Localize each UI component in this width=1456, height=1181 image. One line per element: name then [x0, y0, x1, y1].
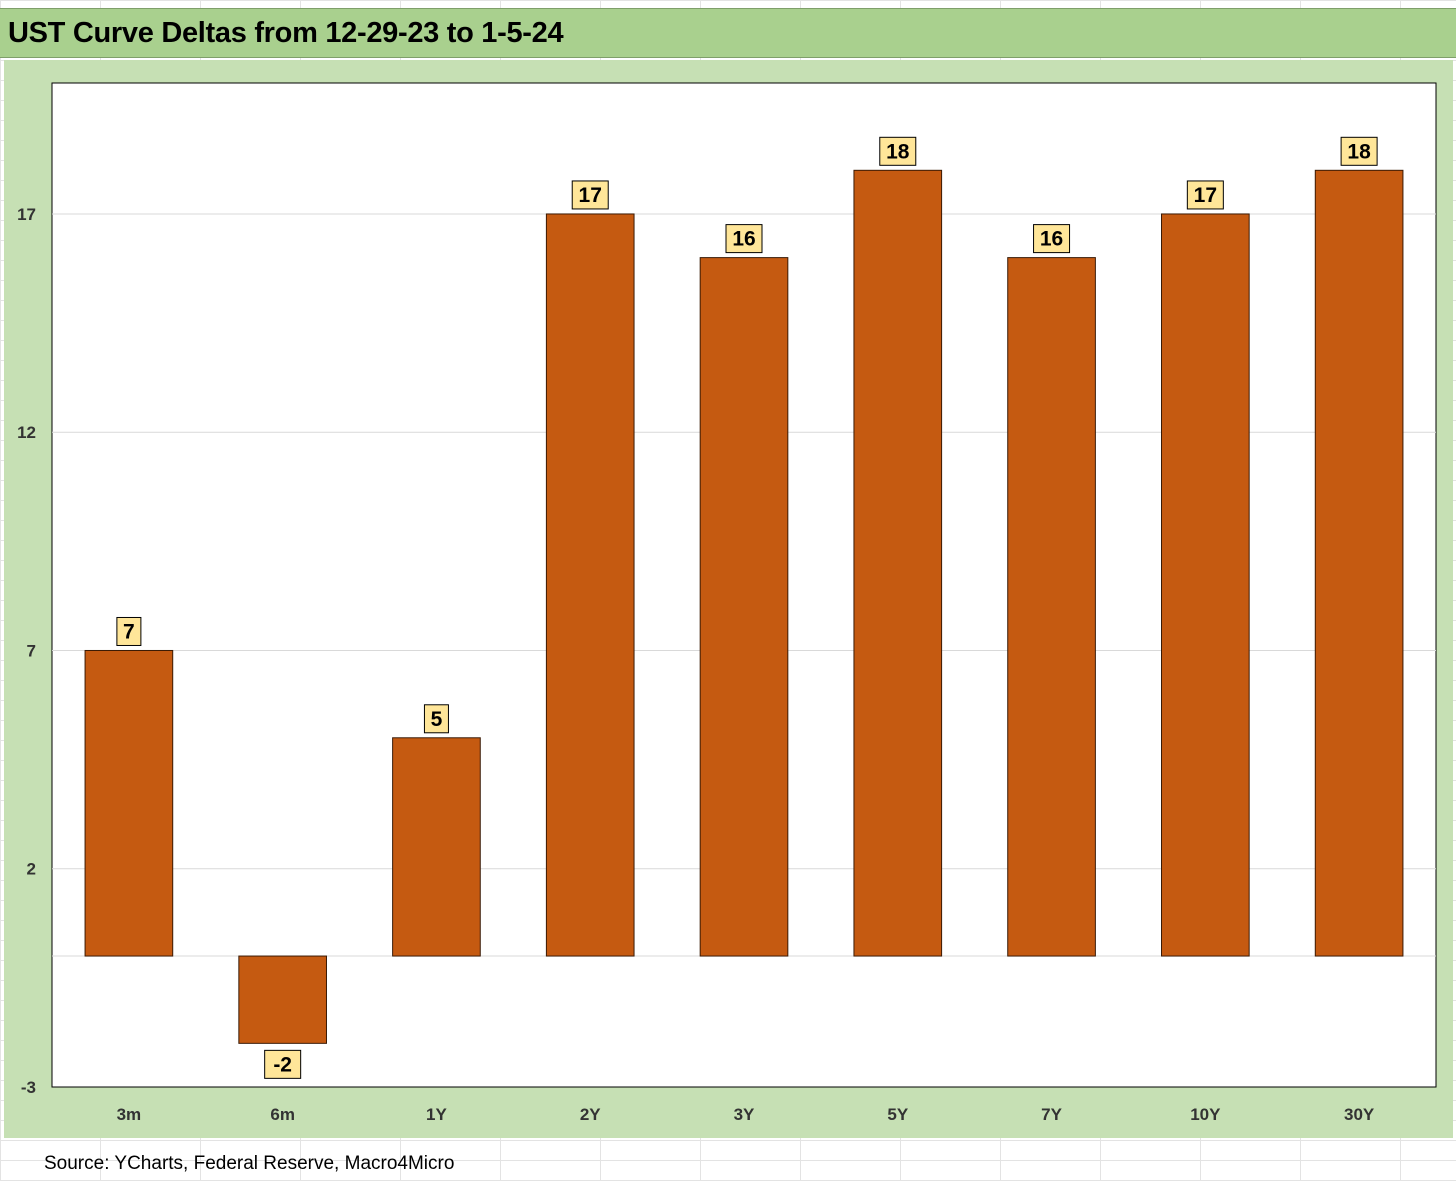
data-label-10y: 17	[1186, 180, 1224, 210]
x-category-label: 3m	[117, 1105, 142, 1124]
data-label-text: 18	[1347, 140, 1371, 163]
bar-10y	[1161, 213, 1250, 957]
source-note: Source: YCharts, Federal Reserve, Macro4…	[44, 1153, 455, 1174]
bar-6m	[238, 955, 327, 1044]
x-category-label: 3Y	[734, 1105, 755, 1124]
data-label-3m: 7	[116, 616, 142, 646]
data-label-box	[1186, 180, 1224, 210]
data-label-6m: -2	[264, 1049, 302, 1079]
bars	[84, 169, 1404, 1044]
data-label-text: 18	[886, 140, 910, 163]
data-label-1y: 5	[423, 704, 449, 734]
bar-1y	[392, 737, 481, 957]
data-label-text: 7	[123, 620, 135, 643]
bar-5y	[853, 169, 943, 957]
data-label-text: 17	[1194, 184, 1217, 207]
bar-2y	[545, 213, 635, 957]
bar-30y	[1314, 169, 1404, 957]
x-category-label: 6m	[270, 1105, 295, 1124]
y-tick-label: 17	[17, 205, 36, 224]
data-label-box	[725, 224, 763, 254]
data-label-text: 5	[431, 708, 443, 731]
y-tick-label: 2	[27, 860, 36, 879]
data-label-text: 16	[732, 228, 755, 251]
data-label-box	[571, 180, 609, 210]
title-bar: UST Curve Deltas from 12-29-23 to 1-5-24	[0, 8, 1456, 58]
x-category-label: 30Y	[1344, 1105, 1375, 1124]
data-label-box	[264, 1049, 302, 1079]
x-category-label: 5Y	[887, 1105, 908, 1124]
data-label-7y: 16	[1033, 224, 1071, 254]
data-label-text: -2	[273, 1053, 292, 1076]
y-tick-label: -3	[21, 1078, 36, 1097]
data-label-5y: 18	[879, 136, 917, 166]
data-label-box	[1033, 224, 1071, 254]
chart-title: UST Curve Deltas from 12-29-23 to 1-5-24	[8, 17, 564, 49]
data-label-30y: 18	[1340, 136, 1378, 166]
bar-7y	[1007, 257, 1096, 957]
data-label-text: 16	[1040, 228, 1063, 251]
data-label-2y: 17	[571, 180, 609, 210]
data-label-box	[879, 136, 917, 166]
x-category-label: 7Y	[1041, 1105, 1062, 1124]
y-axis-tick-labels: -3 2 7 12 17	[17, 205, 36, 1097]
x-category-label: 10Y	[1190, 1105, 1221, 1124]
data-label-box	[1340, 136, 1378, 166]
data-label-text: 17	[579, 184, 602, 207]
y-tick-label: 12	[17, 423, 36, 442]
x-category-label: 2Y	[580, 1105, 601, 1124]
y-tick-label: 7	[27, 641, 36, 660]
data-labels: 7 -2 5 17 16 18 16 17 18	[116, 136, 1378, 1079]
data-label-box	[423, 704, 449, 734]
bar-3y	[699, 257, 789, 957]
data-label-box	[116, 616, 142, 646]
bar-3m	[84, 649, 174, 957]
x-category-label: 1Y	[426, 1105, 447, 1124]
x-axis-category-labels: 3m 6m 1Y 2Y 3Y 5Y 7Y 10Y 30Y	[117, 1105, 1375, 1124]
data-label-3y: 16	[725, 224, 763, 254]
